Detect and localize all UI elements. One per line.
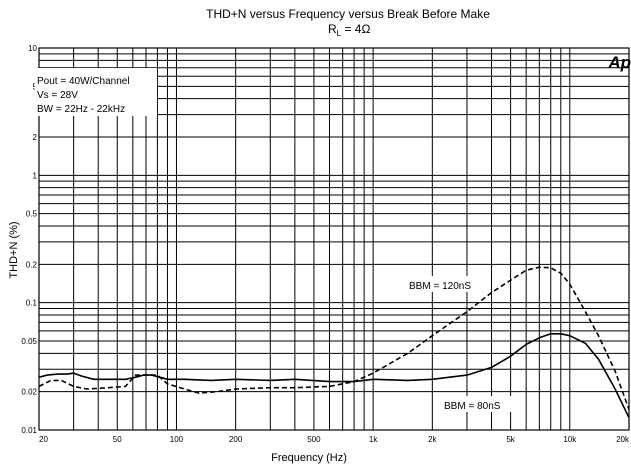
x-tick-labels: 20 50 100 200 500 1k 2k 5k 10k 20k	[39, 435, 630, 444]
y-tick-label: 0.05	[21, 337, 37, 346]
x-tick-label: 200	[229, 435, 243, 444]
info-box: Pout = 40W/Channel Vs = 28V BW = 22Hz - …	[35, 68, 157, 116]
y-axis-label: THD+N (%)	[8, 221, 20, 278]
subtitle-rest: = 4Ω	[341, 22, 370, 36]
x-tick-label: 20k	[616, 435, 630, 444]
x-tick-label: 2k	[428, 435, 437, 444]
y-tick-label: 0.5	[26, 210, 38, 219]
series-line-bbm-80	[38, 333, 630, 419]
info-line-bw: BW = 22Hz - 22kHz	[37, 104, 125, 115]
y-tick-label: 0.1	[26, 299, 38, 308]
x-tick-label: 1k	[369, 435, 378, 444]
info-line-vs: Vs = 28V	[37, 90, 78, 101]
grid	[39, 48, 629, 430]
label-80-background	[441, 396, 513, 412]
y-tick-label: 0.02	[21, 388, 37, 397]
info-box-background	[35, 68, 157, 116]
x-tick-label: 5k	[506, 435, 515, 444]
x-tick-label: 100	[170, 435, 184, 444]
x-tick-label: 10k	[563, 435, 577, 444]
series-layer	[38, 266, 630, 419]
y-tick-label: 0.2	[26, 260, 38, 269]
ap-logo: Ap	[607, 53, 631, 72]
plot-area	[38, 47, 630, 431]
x-tick-label: 20	[39, 435, 48, 444]
y-tick-label: 10	[28, 44, 37, 53]
series-label-bbm-80: BBM = 80nS	[444, 401, 501, 412]
subtitle-subscript: L	[337, 29, 342, 38]
x-tick-label: 50	[113, 435, 122, 444]
chart-title: THD+N versus Frequency versus Break Befo…	[206, 7, 490, 21]
label-120-background	[406, 276, 486, 292]
y-tick-label: 0.01	[21, 426, 37, 435]
info-line-pout: Pout = 40W/Channel	[37, 76, 130, 87]
series-line-bbm-120	[38, 266, 630, 410]
y-tick-label: 2	[33, 133, 38, 142]
series-label-bbm-120: BBM = 120nS	[409, 281, 471, 292]
x-axis-label: Frequency (Hz)	[271, 452, 347, 464]
chart-subtitle: RL = 4Ω	[328, 22, 370, 38]
subtitle-main: R	[328, 22, 337, 36]
x-tick-label: 500	[307, 435, 321, 444]
y-tick-label: 1	[33, 171, 38, 180]
